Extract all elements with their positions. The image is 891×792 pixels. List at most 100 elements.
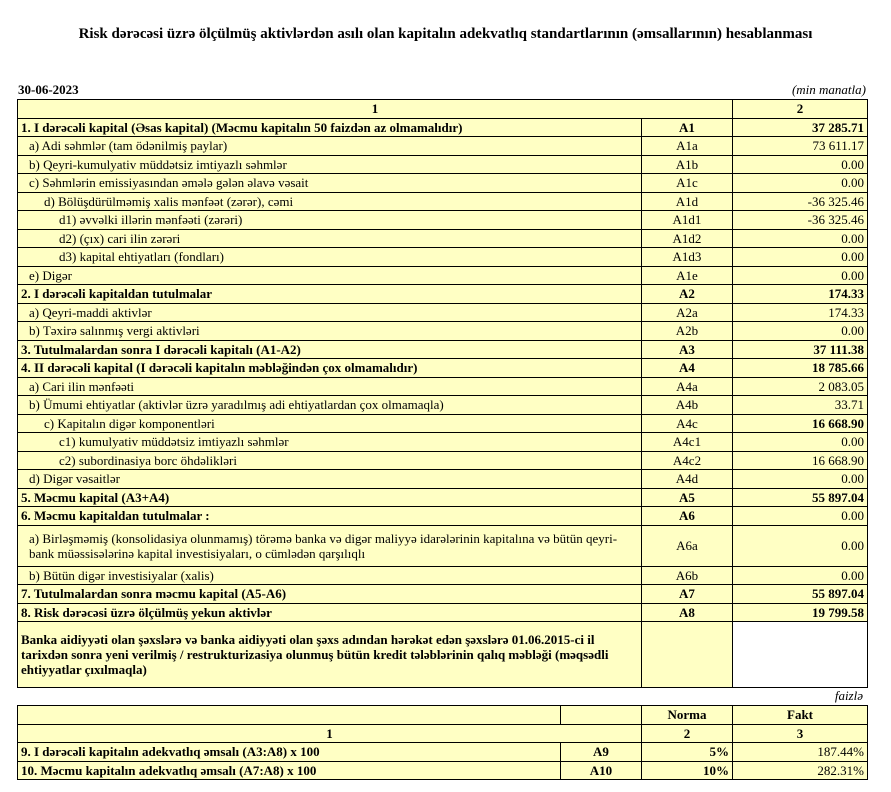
row-label: d) Bölüşdürülməmiş xalis mənfəət (zərər)… — [17, 191, 642, 211]
row-label: b) Təxirə salınmış vergi aktivləri — [17, 321, 642, 341]
row-fakt: 187.44% — [732, 742, 868, 762]
note-label: Banka aidiyyəti olan şəxslərə və banka a… — [17, 621, 642, 688]
row-value: 174.33 — [732, 284, 868, 304]
header-cell: Norma — [641, 705, 733, 725]
row-label: 4. II dərəcəli kapital (I dərəcəli kapit… — [17, 358, 642, 378]
row-norma: 5% — [641, 742, 733, 762]
capital-table: 1 2 1. I dərəcəli kapital (Əsas kapital)… — [17, 99, 868, 688]
header-row: 1 2 — [17, 99, 868, 119]
row-code: A1d1 — [641, 210, 733, 230]
header-row: 1 2 3 — [17, 723, 868, 743]
row-code: A1d3 — [641, 247, 733, 267]
row-value: 55 897.04 — [732, 487, 868, 507]
row-label: e) Digər — [17, 265, 642, 285]
unit: (min manatla) — [791, 82, 866, 97]
ratio-row: 9. I dərəcəli kapitalın adekvatlıq əmsal… — [17, 742, 868, 762]
row-code: A4b — [641, 395, 733, 415]
row-label: b) Ümumi ehtiyatlar (aktivlər üzrə yarad… — [17, 395, 642, 415]
row-label: 8. Risk dərəcəsi üzrə ölçülmüş yekun akt… — [17, 602, 642, 622]
row-value: 0.00 — [732, 565, 868, 585]
row-label: 9. I dərəcəli kapitalın adekvatlıq əmsal… — [17, 742, 561, 762]
header-cell: Fakt — [732, 705, 868, 725]
data-row: 6. Məcmu kapitaldan tutulmalar : A6 0.00 — [17, 506, 868, 526]
row-label: b) Bütün digər investisiyalar (xalis) — [17, 565, 642, 585]
data-row: b) Bütün digər investisiyalar (xalis) A6b… — [17, 565, 868, 585]
row-code: A4c1 — [641, 432, 733, 452]
row-code: A4 — [641, 358, 733, 378]
data-row: 4. II dərəcəli kapital (I dərəcəli kapit… — [17, 358, 868, 378]
row-value: 0.00 — [732, 173, 868, 193]
row-value: 0.00 — [732, 432, 868, 452]
row-code: A6a — [641, 524, 733, 567]
data-row: c1) kumulyativ müddətsiz imtiyazlı səhml… — [17, 432, 868, 452]
data-row: d1) əvvəlki illərin mənfəəti (zərəri) A1d… — [17, 210, 868, 230]
row-code: A8 — [641, 602, 733, 622]
header-row: Norma Fakt — [17, 705, 868, 725]
row-code: A1d — [641, 191, 733, 211]
row-label: 6. Məcmu kapitaldan tutulmalar : — [17, 506, 642, 526]
data-row: c2) subordinasiya borc öhdəlikləri A4c2 16… — [17, 450, 868, 470]
row-code: A6b — [641, 565, 733, 585]
row-value: 37 285.71 — [732, 117, 868, 137]
data-row: 7. Tutulmalardan sonra məcmu kapital (A5… — [17, 584, 868, 604]
row-value: 0.00 — [732, 247, 868, 267]
row-value: 19 799.58 — [732, 602, 868, 622]
row-label: a) Qeyri-maddi aktivlər — [17, 302, 642, 322]
note-code — [641, 621, 733, 688]
unit: faizlə — [834, 688, 863, 703]
row-label: c) Kapitalın digər komponentləri — [17, 413, 642, 433]
row-label: 3. Tutulmalardan sonra I dərəcəli kapita… — [17, 339, 642, 359]
row-value: 0.00 — [732, 524, 868, 567]
row-value: 0.00 — [732, 506, 868, 526]
row-label: 1. I dərəcəli kapital (Əsas kapital) (Mə… — [17, 117, 642, 137]
data-row: 3. Tutulmalardan sonra I dərəcəli kapita… — [17, 339, 868, 359]
row-value: 37 111.38 — [732, 339, 868, 359]
row-label: 2. I dərəcəli kapitaldan tutulmalar — [17, 284, 642, 304]
data-row: d2) (çıx) cari ilin zərəri A1d2 0.00 — [17, 228, 868, 248]
row-code: A1c — [641, 173, 733, 193]
row-code: A7 — [641, 584, 733, 604]
row-code: A5 — [641, 487, 733, 507]
note-row: Banka aidiyyəti olan şəxslərə və banka a… — [17, 621, 868, 688]
data-row: e) Digər A1e 0.00 — [17, 265, 868, 285]
row-code: A4c2 — [641, 450, 733, 470]
row-label: d3) kapital ehtiyatları (fondları) — [17, 247, 642, 267]
data-row: b) Ümumi ehtiyatlar (aktivlər üzrə yarad… — [17, 395, 868, 415]
data-row: 1. I dərəcəli kapital (Əsas kapital) (Mə… — [17, 117, 868, 137]
row-code: A1a — [641, 136, 733, 156]
data-row: c) Səhmlərin emissiyasından əmələ gələn … — [17, 173, 868, 193]
data-row: b) Təxirə salınmış vergi aktivləri A2b 0.0… — [17, 321, 868, 341]
row-label: d1) əvvəlki illərin mənfəəti (zərəri) — [17, 210, 642, 230]
row-value: 33.71 — [732, 395, 868, 415]
row-code: A1b — [641, 154, 733, 174]
row-label: a) Cari ilin mənfəəti — [17, 376, 642, 396]
row-value: 0.00 — [732, 469, 868, 489]
row-code: A3 — [641, 339, 733, 359]
row-value: -36 325.46 — [732, 191, 868, 211]
row-code: A1d2 — [641, 228, 733, 248]
row-code: A6 — [641, 506, 733, 526]
row-value: 174.33 — [732, 302, 868, 322]
row-code: A2 — [641, 284, 733, 304]
row-value: 16 668.90 — [732, 413, 868, 433]
data-row: a) Birləşməmiş (konsolidasiya olunmamış)… — [17, 524, 868, 567]
data-row: a) Adi səhmlər (tam ödənilmiş paylar) A1a… — [17, 136, 868, 156]
data-row: a) Qeyri-maddi aktivlər A2a 174.33 — [17, 302, 868, 322]
row-fakt: 282.31% — [732, 760, 868, 780]
row-label: c2) subordinasiya borc öhdəlikləri — [17, 450, 642, 470]
data-row: d) Bölüşdürülməmiş xalis mənfəət (zərər)… — [17, 191, 868, 211]
row-label: a) Adi səhmlər (tam ödənilmiş paylar) — [17, 136, 642, 156]
row-code: A4d — [641, 469, 733, 489]
data-row: 5. Məcmu kapital (A3+A4) A5 55 897.04 — [17, 487, 868, 507]
row-code: A2a — [641, 302, 733, 322]
row-code: A4a — [641, 376, 733, 396]
row-label: a) Birləşməmiş (konsolidasiya olunmamış)… — [17, 524, 642, 567]
row-value: 55 897.04 — [732, 584, 868, 604]
row-norma: 10% — [641, 760, 733, 780]
row-code: A4c — [641, 413, 733, 433]
row-value: 0.00 — [732, 154, 868, 174]
header-cell: 2 — [732, 99, 868, 119]
row-code: A10 — [560, 760, 642, 780]
header-cell — [17, 705, 561, 725]
row-value: 0.00 — [732, 228, 868, 248]
